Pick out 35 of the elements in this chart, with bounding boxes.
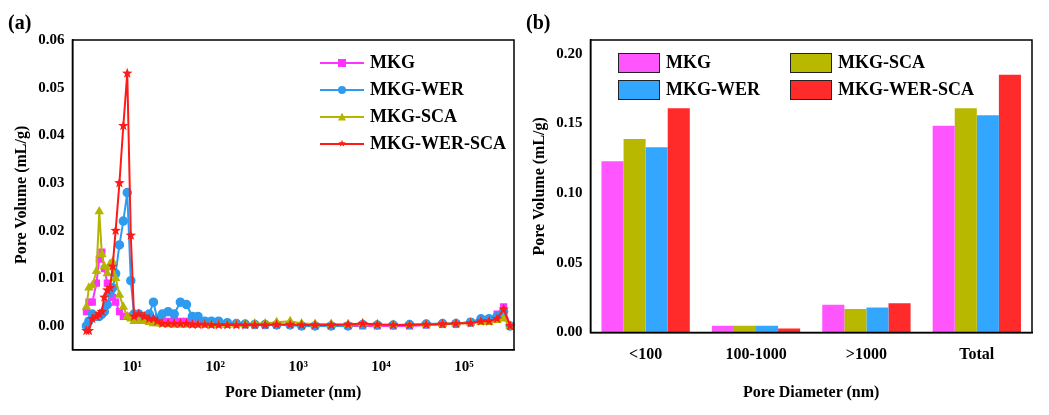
legend-label: MKG-WER-SCA	[370, 133, 506, 154]
legend-label: MKG-SCA	[838, 52, 925, 73]
y-tick-label: 0.05	[38, 78, 65, 95]
x-tick-label: 10⁴	[371, 357, 392, 374]
y-tick-label: 0.00	[556, 323, 583, 340]
legend-label: MKG	[666, 52, 711, 73]
x-tick-label: 10⁵	[454, 357, 475, 374]
chart-title: (b)	[526, 11, 551, 35]
x-tick-label: 10²	[205, 357, 226, 374]
y-tick-label: 0.05	[556, 253, 583, 270]
y-axis-title: Pore Volume (mL/g)	[11, 125, 30, 265]
y-tick-label: 0.06	[38, 30, 65, 47]
x-tick-label: <100	[629, 345, 663, 363]
x-tick-label: 100-1000	[725, 345, 787, 363]
y-tick-label: 0.04	[38, 126, 65, 143]
y-tick-label: 0.03	[38, 173, 65, 190]
y-tick-label: 0.02	[38, 221, 65, 238]
legend-label: MKG	[370, 52, 415, 73]
y-tick-label: 0.10	[556, 184, 583, 201]
x-axis-title: Pore Diameter (nm)	[743, 382, 880, 401]
x-tick-label: 10¹	[122, 357, 143, 374]
y-tick-label: 0.20	[556, 44, 583, 61]
legend-label: MKG-SCA	[370, 106, 457, 127]
x-tick-label: >1000	[845, 345, 887, 363]
legend-label: MKG-WER	[370, 79, 464, 100]
legend-label: MKG-WER	[666, 79, 760, 100]
y-tick-label: 0.00	[38, 316, 65, 333]
chart-title: (a)	[8, 11, 32, 35]
x-tick-label: Total	[959, 345, 995, 363]
x-tick-label: 10³	[288, 357, 309, 374]
x-axis-title: Pore Diameter (nm)	[225, 382, 362, 401]
legend-label: MKG-WER-SCA	[838, 79, 974, 100]
y-axis-title: Pore Volume (mL/g)	[529, 117, 548, 256]
y-tick-label: 0.01	[38, 269, 65, 286]
y-tick-label: 0.15	[556, 114, 583, 131]
